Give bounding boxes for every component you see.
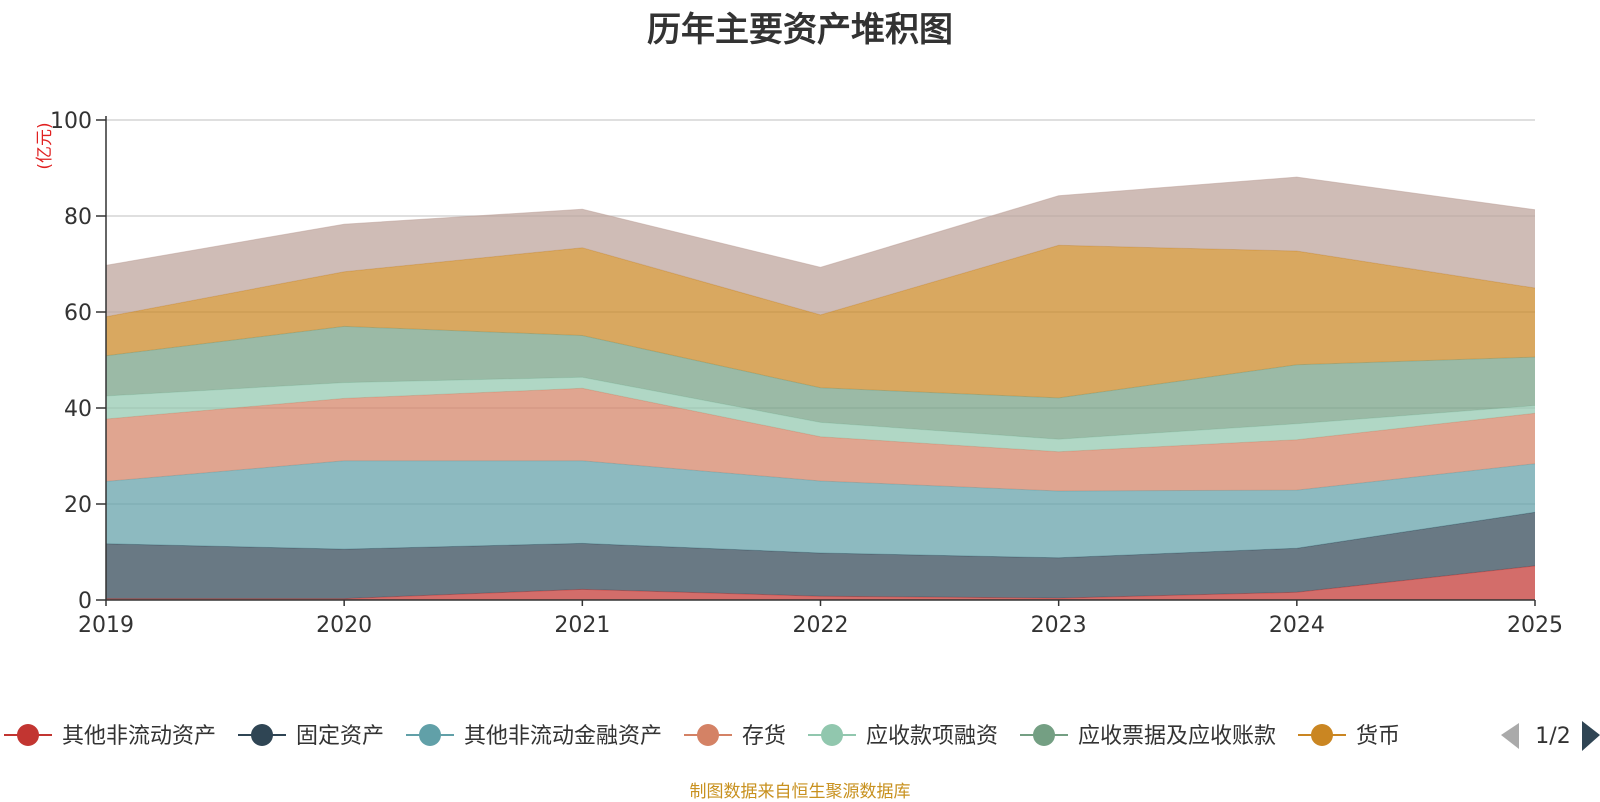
legend-label: 其他非流动资产 — [62, 724, 216, 749]
legend: 其他非流动资产 固定资产 其他非流动金融资产 存货 应收款项融资 应收票据及应收账款 货币 1… — [4, 721, 1600, 751]
area-series-3 — [106, 460, 1535, 558]
legend-item[interactable]: 应收票据及应收账款 — [1020, 724, 1276, 749]
legend-circle-icon — [251, 724, 273, 746]
area-series-1 — [106, 565, 1535, 600]
y-tick-label: 100 — [50, 109, 92, 134]
legend-item[interactable]: 固定资产 — [238, 724, 384, 749]
x-tick-label: 2025 — [1507, 613, 1563, 638]
y-tick-label: 40 — [64, 397, 92, 422]
area-series-5 — [106, 377, 1535, 452]
legend-item[interactable]: 其他非流动金融资产 — [406, 724, 662, 749]
legend-item[interactable]: 其他非流动资产 — [4, 724, 216, 749]
x-tick-label: 2024 — [1269, 613, 1325, 638]
y-tick-label: 20 — [64, 493, 92, 518]
legend-label: 其他非流动金融资产 — [464, 724, 662, 749]
y-tick-label: 0 — [78, 589, 92, 614]
area-series-8-line — [105, 176, 1536, 268]
data-source-note: 制图数据来自恒生聚源数据库 — [689, 782, 911, 802]
legend-circle-icon — [1311, 724, 1333, 746]
x-tick-label: 2020 — [316, 613, 372, 638]
area-series-7 — [106, 245, 1535, 398]
area-series-4 — [106, 388, 1535, 491]
axes: 0 20 40 60 80 100 2019 2020 2021 2022 2023 2024 2025… — [35, 109, 1563, 638]
legend-circle-icon — [17, 724, 39, 746]
legend-label: 货币 — [1356, 724, 1400, 749]
series-areas — [105, 176, 1536, 600]
legend-item[interactable]: 应收款项融资 — [808, 724, 998, 749]
legend-circle-icon — [697, 724, 719, 746]
x-tick-label: 2022 — [793, 613, 849, 638]
area-series-6 — [106, 326, 1535, 440]
legend-circle-icon — [821, 724, 843, 746]
chart-title: 历年主要资产堆积图 — [647, 10, 953, 50]
legend-prev-page-icon[interactable] — [1501, 723, 1519, 749]
x-tick-label: 2021 — [554, 613, 610, 638]
legend-item[interactable]: 存货 — [684, 724, 786, 749]
x-tick-label: 2023 — [1031, 613, 1087, 638]
legend-page-indicator: 1/2 — [1535, 724, 1570, 749]
x-tick-label: 2019 — [78, 613, 134, 638]
y-tick-label: 60 — [64, 301, 92, 326]
legend-circle-icon — [419, 724, 441, 746]
legend-label: 存货 — [742, 724, 786, 749]
legend-label: 固定资产 — [296, 724, 384, 749]
area-series-2 — [106, 512, 1535, 599]
legend-label: 应收票据及应收账款 — [1078, 724, 1276, 749]
legend-next-page-icon[interactable] — [1582, 721, 1600, 751]
y-axis-unit-label: (亿元) — [35, 122, 55, 169]
legend-circle-icon — [1033, 724, 1055, 746]
legend-item[interactable]: 货币 — [1298, 724, 1400, 749]
legend-label: 应收款项融资 — [866, 724, 998, 749]
y-tick-label: 80 — [64, 205, 92, 230]
area-series-8 — [106, 177, 1535, 317]
